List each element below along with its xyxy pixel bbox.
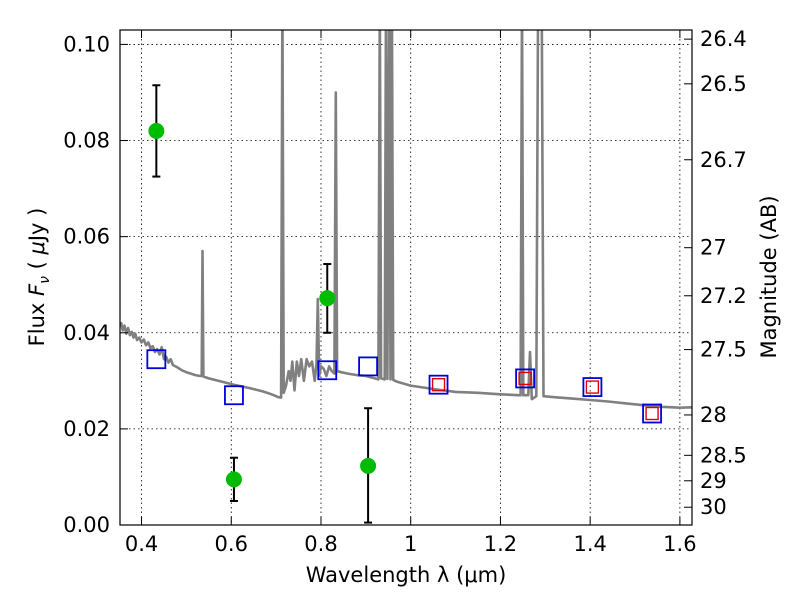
x-tick-label: 0.8 (304, 532, 337, 556)
right-axis-label: Magnitude (AB) (757, 195, 781, 358)
right-tick-label: 26.4 (700, 27, 747, 51)
model-photometry-square-small (645, 406, 659, 421)
model-photometry-square (146, 349, 167, 370)
y-tick-label: 0.00 (63, 513, 110, 537)
x-tick-label: 1.2 (484, 532, 517, 556)
x-tick-label: 1 (404, 532, 417, 556)
model-photometry-square-small (431, 377, 446, 392)
axis-ticks: 0.4 0.6 0.8 1 1.2 1.4 1.6 0.00 0.02 0.04 0.06 0.08 0… (63, 27, 747, 556)
model-photometry-square (317, 360, 338, 381)
right-tick-label: 27.2 (700, 284, 747, 308)
model-photometry-square (224, 385, 244, 406)
grid-lines (120, 30, 692, 526)
x-tick-label: 0.4 (125, 532, 158, 556)
model-photometry-square (515, 368, 536, 389)
y-tick-label: 0.10 (63, 32, 110, 56)
right-tick-label: 30 (700, 495, 727, 519)
plot-area (120, 30, 692, 524)
observed-flux-point (319, 290, 336, 307)
model-photometry-square-small (518, 371, 532, 386)
right-tick-label: 28.5 (700, 443, 747, 467)
x-axis-label: Wavelength λ (μm) (306, 563, 507, 587)
model-photometry-square-small (585, 380, 600, 394)
observed-flux-point (225, 471, 242, 488)
x-tick-label: 1.6 (663, 532, 696, 556)
right-tick-label: 27.5 (700, 338, 747, 362)
y-tick-label: 0.02 (63, 417, 110, 441)
observed-flux-point (148, 122, 165, 139)
right-tick-label: 26.7 (700, 148, 747, 172)
model-spectrum-line (120, 30, 692, 409)
right-tick-label: 27 (700, 236, 727, 260)
model-photometry-square (358, 356, 378, 377)
y-axis-label: Flux Fν ( μJy ) (25, 208, 53, 347)
right-tick-label: 29 (700, 469, 727, 493)
y-tick-label: 0.08 (63, 129, 110, 153)
right-tick-label: 28 (700, 403, 727, 427)
plot-frame (119, 29, 693, 526)
observed-flux-point (360, 457, 377, 474)
x-tick-label: 0.6 (215, 532, 248, 556)
y-tick-label: 0.04 (63, 321, 110, 345)
x-tick-label: 1.4 (573, 532, 606, 556)
model-photometry-square (428, 374, 449, 395)
model-photometry-square (582, 377, 603, 397)
right-tick-label: 26.5 (700, 72, 747, 96)
y-tick-label: 0.06 (63, 225, 110, 249)
model-photometry-square (642, 403, 662, 424)
